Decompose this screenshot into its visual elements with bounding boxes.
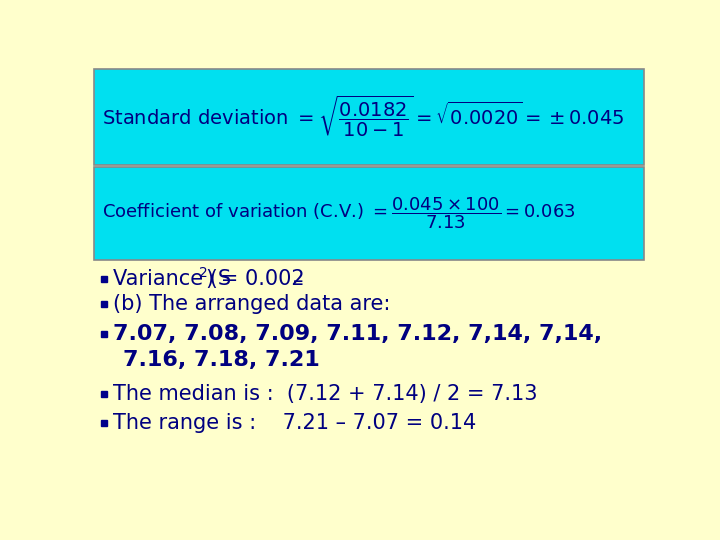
Text: ) = 0.002: ) = 0.002: [206, 269, 305, 289]
Text: 7.16, 7.18, 7.21: 7.16, 7.18, 7.21: [122, 350, 319, 370]
Bar: [101, 390, 107, 397]
Bar: [101, 420, 107, 426]
Text: 7.07, 7.08, 7.09, 7.11, 7.12, 7,14, 7,14,: 7.07, 7.08, 7.09, 7.11, 7.12, 7,14, 7,14…: [113, 325, 603, 345]
Text: The median is :  (7.12 + 7.14) / 2 = 7.13: The median is : (7.12 + 7.14) / 2 = 7.13: [113, 383, 538, 403]
Text: (b) The arranged data are:: (b) The arranged data are:: [113, 294, 391, 314]
Bar: [101, 331, 107, 338]
Bar: [101, 301, 107, 307]
Text: Variance (S: Variance (S: [113, 269, 231, 289]
Bar: [101, 276, 107, 282]
Text: –: –: [293, 271, 303, 291]
Bar: [94, 69, 644, 165]
Text: Coefficient of variation (C.V.) $= \dfrac{0.045 \times 100}{7.13} = 0.063$: Coefficient of variation (C.V.) $= \dfra…: [102, 195, 575, 231]
Text: Standard deviation $= \sqrt{\dfrac{0.0182}{10-1}} = \sqrt{0.0020} = \pm0.045$: Standard deviation $= \sqrt{\dfrac{0.018…: [102, 94, 624, 139]
Text: The range is :    7.21 – 7.07 = 0.14: The range is : 7.21 – 7.07 = 0.14: [113, 413, 477, 433]
Text: 2: 2: [199, 266, 207, 280]
Bar: [94, 167, 644, 260]
